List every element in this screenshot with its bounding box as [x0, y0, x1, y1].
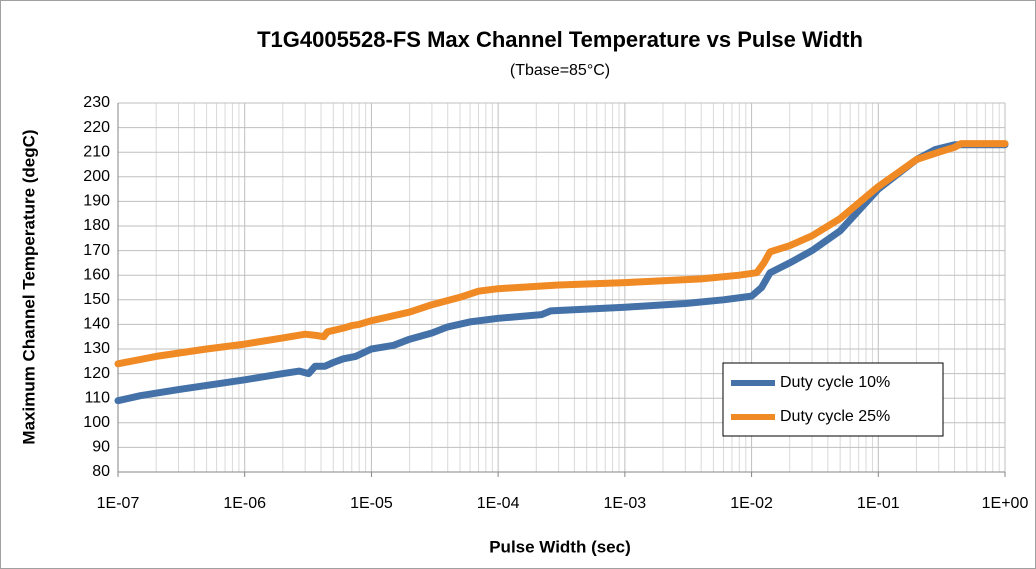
series-line [114, 141, 1009, 405]
x-tick-label: 1E-06 [223, 495, 266, 512]
x-tick-label: 1E-04 [477, 495, 520, 512]
x-tick-label: 1E-01 [857, 495, 900, 512]
y-tick-label: 90 [92, 439, 110, 456]
series-line [114, 140, 1009, 368]
y-axis-label: Maximum Channel Temperature (degC) [19, 129, 38, 444]
legend-label: Duty cycle 25% [780, 408, 890, 425]
x-tick-label: 1E-05 [350, 495, 393, 512]
legend-box [722, 362, 944, 437]
y-tick-label: 230 [83, 94, 110, 111]
x-tick-label: 1E-07 [97, 495, 140, 512]
y-tick-label: 110 [84, 389, 110, 406]
y-tick-label: 210 [83, 143, 110, 160]
y-tick-label: 220 [83, 119, 110, 136]
y-tick-label: 170 [83, 242, 110, 259]
y-tick-label: 160 [83, 266, 110, 283]
chart-subtitle: (Tbase=85°C) [510, 62, 610, 79]
y-tick-label: 80 [92, 463, 110, 480]
y-tick-label: 100 [83, 414, 110, 431]
legend-label: Duty cycle 10% [780, 374, 890, 391]
chart-title: T1G4005528-FS Max Channel Temperature vs… [257, 27, 863, 52]
y-tick-label: 140 [83, 316, 110, 333]
y-tick-label: 130 [83, 340, 110, 357]
x-tick-label: 1E-02 [730, 495, 773, 512]
y-tick-label: 190 [83, 193, 110, 210]
y-tick-label: 200 [83, 168, 110, 185]
x-tick-label: 1E-03 [604, 495, 647, 512]
y-tick-label: 150 [83, 291, 110, 308]
x-tick-label: 1E+00 [982, 495, 1029, 512]
y-tick-label: 180 [83, 217, 110, 234]
x-axis-label: Pulse Width (sec) [489, 537, 631, 556]
y-tick-label: 120 [83, 365, 110, 382]
